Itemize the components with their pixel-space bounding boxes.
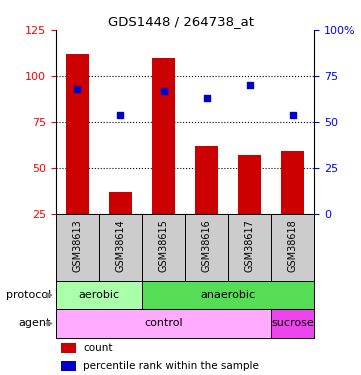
Point (247, 82, 252, 88)
Bar (61, 343, 76, 353)
Text: sucrose: sucrose (271, 318, 314, 328)
Text: control: control (144, 318, 183, 328)
Bar (281, 151, 304, 214)
Point (118, 111, 123, 117)
Bar (195, 146, 218, 214)
Text: agent: agent (18, 318, 51, 328)
Bar (152, 58, 175, 214)
Bar (56, 309, 271, 338)
Bar (109, 192, 132, 214)
Point (204, 95, 209, 101)
Text: GSM38618: GSM38618 (288, 219, 297, 272)
Point (75, 86, 81, 92)
Text: percentile rank within the sample: percentile rank within the sample (83, 361, 259, 371)
Text: GSM38614: GSM38614 (116, 219, 126, 272)
Bar (142, 281, 314, 309)
Text: GSM38615: GSM38615 (158, 219, 169, 272)
Bar (238, 155, 261, 214)
Text: GSM38617: GSM38617 (244, 219, 255, 272)
Text: GSM38616: GSM38616 (201, 219, 212, 272)
Text: GDS1448 / 264738_at: GDS1448 / 264738_at (108, 15, 253, 28)
Bar (56, 281, 142, 309)
Text: aerobic: aerobic (78, 290, 119, 300)
Text: count: count (83, 343, 113, 353)
Bar (61, 361, 76, 371)
Point (290, 111, 295, 117)
Text: anaerobic: anaerobic (200, 290, 256, 300)
Bar (271, 309, 314, 338)
Point (161, 88, 166, 94)
Text: protocol: protocol (5, 290, 51, 300)
Bar (66, 54, 89, 214)
Text: GSM38613: GSM38613 (73, 219, 82, 272)
